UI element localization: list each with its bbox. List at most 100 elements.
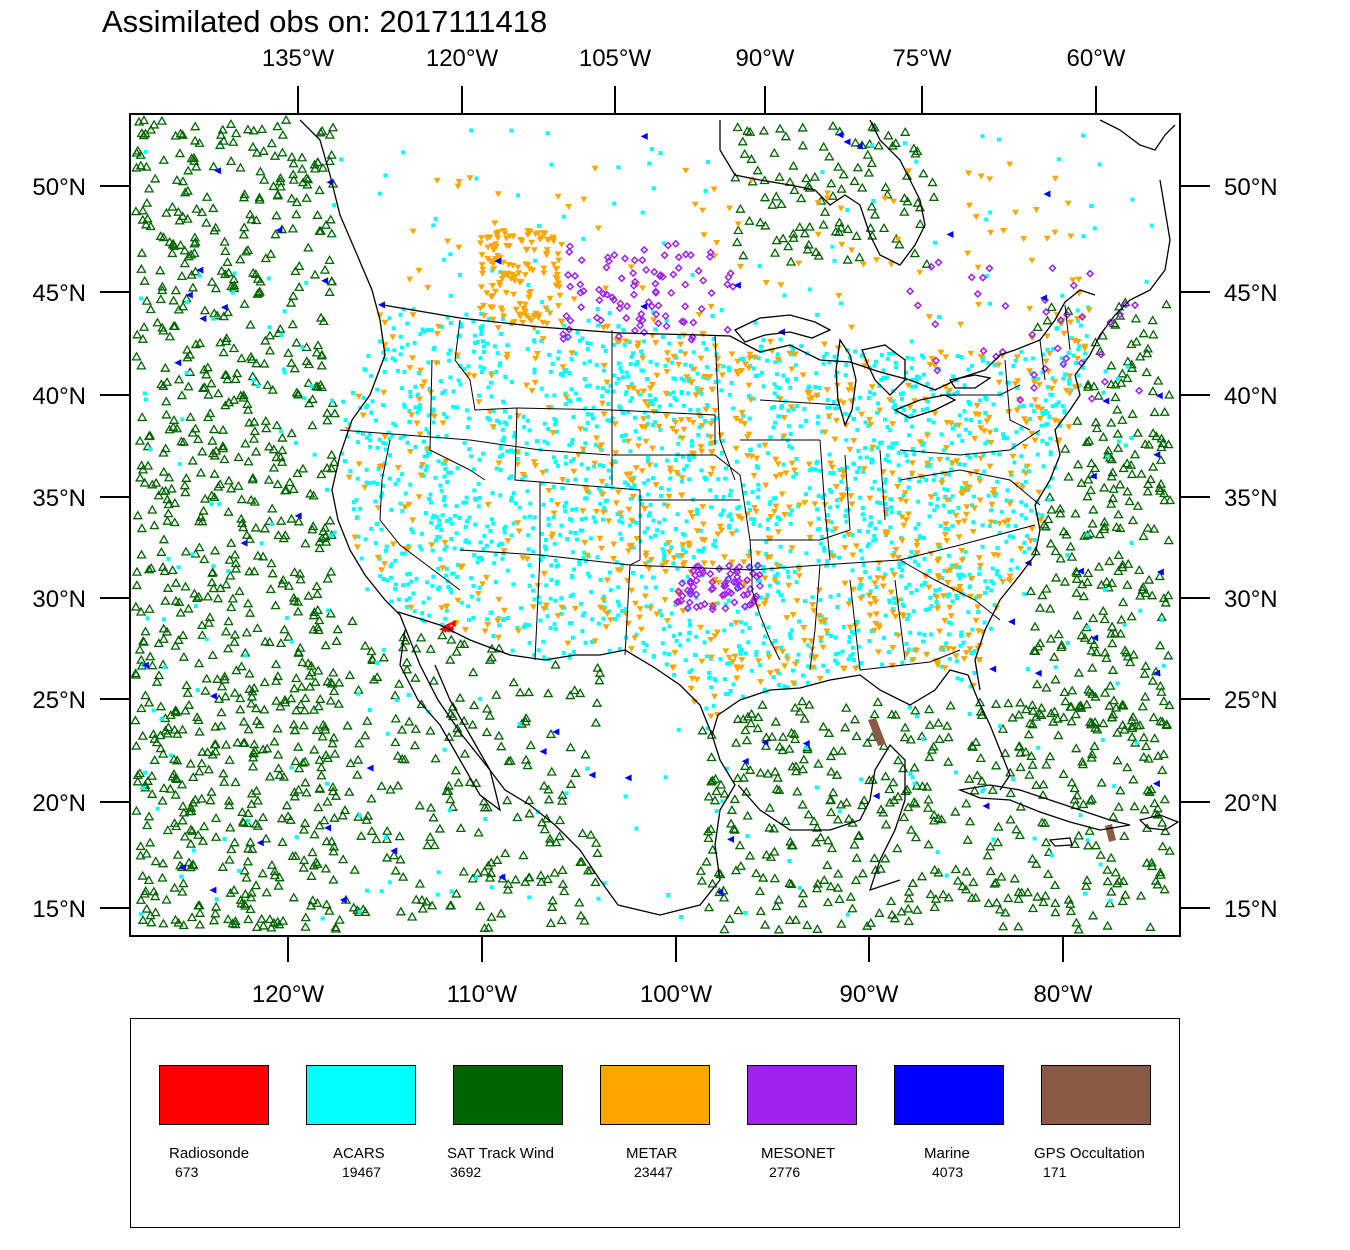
acars-marker: [1040, 410, 1045, 415]
sat-wind-marker: [137, 412, 148, 422]
acars-marker: [932, 472, 937, 477]
acars-marker: [367, 708, 372, 713]
acars-marker: [540, 300, 545, 305]
sat-wind-marker: [1090, 691, 1101, 701]
acars-marker: [531, 549, 536, 554]
metar-marker: [750, 504, 758, 511]
sat-wind-marker: [252, 795, 264, 805]
sat-wind-marker: [210, 721, 221, 731]
acars-marker: [145, 616, 150, 621]
acars-marker: [548, 626, 553, 631]
sat-wind-marker: [1050, 546, 1061, 556]
sat-wind-marker: [1139, 804, 1150, 814]
acars-marker: [1078, 813, 1083, 818]
acars-marker: [973, 453, 978, 458]
sat-wind-marker: [226, 281, 237, 291]
sat-wind-marker: [378, 652, 390, 662]
metar-marker: [774, 461, 782, 468]
acars-marker: [341, 399, 346, 404]
sat-wind-marker: [177, 815, 188, 825]
sat-wind-marker: [178, 878, 189, 888]
sat-wind-marker: [785, 836, 796, 846]
acars-marker: [729, 622, 734, 627]
acars-marker: [905, 355, 910, 360]
acars-marker: [976, 609, 981, 614]
sat-wind-marker: [697, 725, 708, 735]
acars-marker: [986, 361, 991, 366]
acars-marker: [962, 409, 967, 414]
acars-marker: [413, 444, 418, 449]
metar-marker: [718, 527, 726, 534]
metar-marker: [470, 373, 478, 380]
sat-wind-marker: [1077, 759, 1089, 769]
metar-marker: [974, 264, 982, 271]
sat-wind-marker: [168, 415, 180, 425]
sat-wind-marker: [293, 741, 304, 751]
acars-marker: [763, 634, 768, 639]
sat-wind-marker: [251, 215, 262, 225]
sat-wind-marker: [354, 738, 365, 748]
acars-marker: [422, 329, 427, 334]
metar-marker: [1026, 305, 1034, 312]
metar-marker: [602, 624, 610, 631]
metar-marker: [733, 675, 741, 682]
metar-marker: [381, 342, 389, 349]
sat-wind-marker: [146, 563, 157, 573]
sat-wind-marker: [130, 668, 141, 678]
acars-marker: [687, 458, 692, 463]
acars-marker: [752, 517, 757, 522]
acars-marker: [910, 356, 915, 361]
metar-marker: [870, 595, 878, 602]
acars-marker: [686, 391, 691, 396]
sat-wind-marker: [175, 860, 186, 870]
acars-marker: [806, 384, 811, 389]
acars-marker: [1086, 305, 1091, 310]
sat-wind-marker: [291, 337, 302, 347]
sat-wind-marker: [225, 570, 236, 580]
metar-marker: [515, 270, 523, 277]
acars-marker: [485, 617, 490, 622]
acars-marker: [1017, 404, 1022, 409]
sat-wind-marker: [1031, 780, 1042, 789]
sat-wind-marker: [325, 608, 336, 618]
acars-marker: [977, 419, 982, 424]
sat-wind-marker: [1058, 712, 1069, 722]
acars-marker: [354, 516, 359, 521]
metar-marker: [489, 260, 497, 267]
sat-wind-marker: [426, 900, 438, 910]
acars-marker: [712, 538, 717, 543]
acars-marker: [917, 479, 922, 484]
metar-marker: [960, 656, 968, 663]
metar-marker: [974, 604, 982, 611]
sat-wind-marker: [1000, 748, 1011, 758]
sat-wind-marker: [1132, 427, 1143, 437]
sat-wind-marker: [141, 295, 152, 305]
acars-marker: [399, 472, 404, 477]
acars-marker: [988, 210, 993, 215]
sat-wind-marker: [158, 154, 169, 164]
sat-wind-marker: [193, 829, 204, 839]
metar-marker: [409, 312, 417, 319]
acars-marker: [211, 564, 216, 569]
acars-marker: [553, 558, 558, 563]
sat-wind-marker: [960, 884, 972, 894]
metar-marker: [494, 252, 502, 259]
metar-marker: [634, 389, 642, 396]
sat-wind-marker: [170, 640, 181, 650]
sat-wind-marker: [1157, 817, 1168, 827]
acars-marker: [967, 712, 972, 717]
sat-wind-marker: [1154, 483, 1165, 493]
sat-wind-marker: [797, 799, 808, 809]
metar-marker: [559, 477, 567, 484]
sat-wind-marker: [411, 894, 422, 904]
acars-marker: [777, 385, 782, 390]
sat-wind-marker: [207, 567, 218, 577]
sat-wind-marker: [797, 888, 809, 898]
sat-wind-marker: [202, 591, 214, 601]
acars-marker: [866, 395, 871, 400]
metar-marker: [662, 413, 670, 420]
sat-wind-marker: [322, 796, 333, 806]
metar-marker: [765, 654, 773, 661]
metar-marker: [698, 423, 706, 430]
acars-marker: [953, 423, 958, 428]
